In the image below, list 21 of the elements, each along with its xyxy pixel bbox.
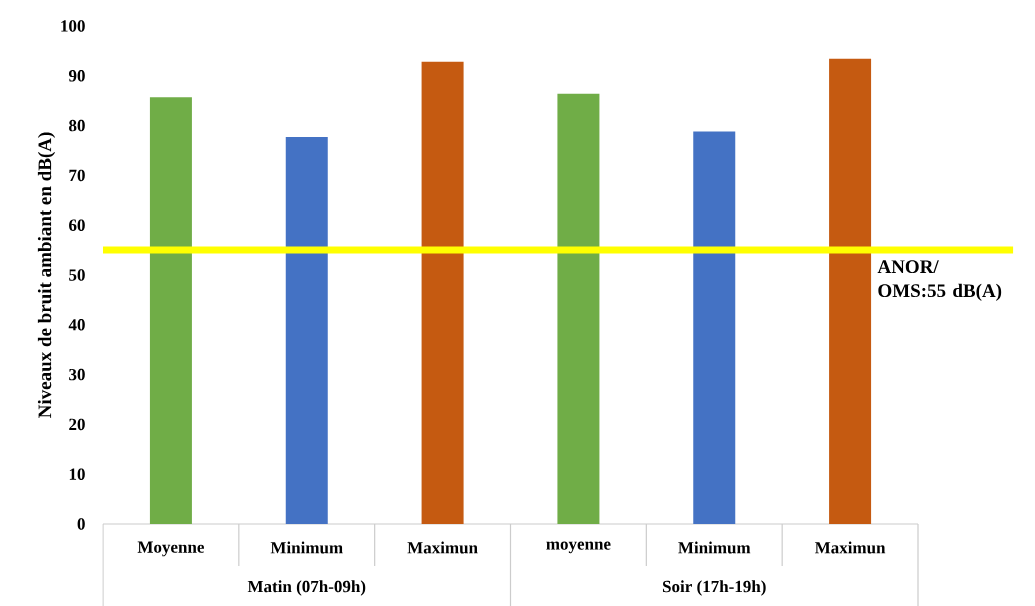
text: Soir (17h-19h) <box>662 580 766 596</box>
x-tick-label: Maximun <box>407 541 478 554</box>
x-tick-label: Minimum <box>270 541 343 554</box>
x-tick-label: Maximun <box>814 541 886 554</box>
x-tick-label: moyenne <box>546 541 611 554</box>
y-tick-label: 0 <box>77 518 85 530</box>
y-tick-label: 10 <box>69 468 85 480</box>
text: Matin (07h-09h) <box>247 580 366 596</box>
y-tick-label: 60 <box>69 219 85 231</box>
y-tick-label: 100 <box>61 20 85 32</box>
x-tick-label: Minimum <box>678 541 751 554</box>
ref-line-label: ANOR/ OMS:55 dB(A) <box>877 260 1002 301</box>
y-tick-label: 80 <box>69 119 85 132</box>
y-tick-label: 90 <box>68 70 85 82</box>
y-tick-label: 30 <box>69 368 85 381</box>
y-tick-label: 50 <box>69 269 85 281</box>
y-axis-title: Niveaux de bruit ambiant en dB(A) <box>37 132 56 418</box>
y-tick-label: 40 <box>68 319 85 331</box>
y-tick-label: 20 <box>69 418 85 431</box>
x-tick-label: Moyenne <box>137 541 204 557</box>
y-tick-label: 70 <box>69 169 85 182</box>
